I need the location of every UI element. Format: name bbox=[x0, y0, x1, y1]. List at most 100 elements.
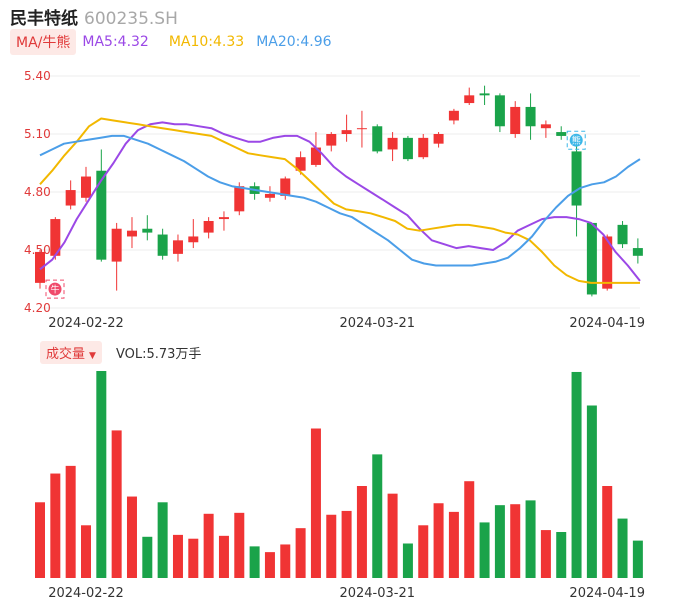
candle-body bbox=[525, 106, 536, 127]
volume-bar bbox=[387, 493, 398, 578]
volume-bar bbox=[540, 530, 551, 578]
volume-bar bbox=[172, 534, 183, 578]
volume-bar bbox=[157, 502, 168, 578]
volume-bar bbox=[218, 535, 229, 578]
volume-bar bbox=[203, 513, 214, 578]
ma10-line bbox=[39, 117, 640, 284]
marker-label: 牛 bbox=[50, 284, 59, 296]
signal-marker: 熊 bbox=[566, 130, 586, 150]
volume-bar bbox=[510, 504, 521, 578]
volume-bar bbox=[341, 510, 352, 578]
ma-toggle-button[interactable]: MA/牛熊 bbox=[10, 29, 77, 55]
volume-bar bbox=[96, 371, 107, 578]
candle-body bbox=[617, 224, 628, 245]
candles bbox=[35, 85, 643, 297]
candle-body bbox=[80, 176, 91, 198]
volume-bar bbox=[464, 481, 475, 578]
volume-legend: 成交量 ▼ VOL:5.73万手 bbox=[40, 340, 202, 364]
volume-bar bbox=[433, 503, 444, 578]
ma20-line bbox=[39, 134, 641, 267]
candle-body bbox=[50, 219, 61, 256]
ma10-legend: MA10:4.33 bbox=[168, 34, 245, 50]
candle-body bbox=[479, 93, 490, 96]
volume-x-axis-ticks: 2024-02-22 2024-03-21 2024-04-19 bbox=[48, 586, 645, 601]
marker-dot bbox=[569, 133, 583, 147]
candle-body bbox=[65, 190, 76, 206]
stock-title: 民丰特纸 600235.SH bbox=[10, 4, 178, 29]
volume-toggle-label: 成交量 bbox=[46, 346, 86, 362]
candle-body bbox=[142, 228, 153, 233]
ma-legend: MA/牛熊 MA5:4.32 MA10:4.33 MA20:4.96 bbox=[10, 29, 332, 55]
volume-bar bbox=[35, 502, 45, 578]
volume-bar bbox=[280, 544, 291, 578]
candle-body bbox=[356, 128, 367, 130]
volume-bar bbox=[126, 496, 137, 578]
volume-bar bbox=[249, 546, 260, 578]
volume-toggle-button[interactable]: 成交量 ▼ bbox=[40, 340, 102, 364]
x-tick-label: 2024-02-22 bbox=[48, 586, 124, 601]
marker-dot bbox=[48, 282, 62, 296]
volume-bar bbox=[418, 525, 429, 578]
candle-body bbox=[632, 248, 643, 256]
x-tick-label: 2024-04-19 bbox=[569, 316, 645, 330]
candle-body bbox=[494, 95, 505, 127]
volume-bar bbox=[264, 552, 275, 578]
candle-body bbox=[402, 137, 413, 160]
candle-body bbox=[510, 106, 521, 134]
price-chart: 5.40 5.10 4.80 4.50 4.20 2024-02-22 2024-03-2… bbox=[24, 69, 645, 330]
stock-code: 600235.SH bbox=[84, 9, 178, 29]
ma5-legend: MA5:4.32 bbox=[82, 34, 149, 50]
candle-body bbox=[433, 134, 444, 144]
dropdown-triangle-icon: ▼ bbox=[89, 350, 96, 361]
volume-bar bbox=[617, 518, 628, 578]
volume-bar bbox=[50, 473, 61, 578]
x-tick-label: 2024-04-19 bbox=[569, 586, 645, 601]
candle-body bbox=[372, 126, 383, 152]
y-tick-label: 4.50 bbox=[24, 243, 51, 257]
candle-body bbox=[157, 234, 168, 256]
candle-body bbox=[418, 137, 429, 158]
volume-bar bbox=[448, 511, 459, 578]
candle-body bbox=[540, 124, 551, 129]
y-tick-label: 4.80 bbox=[24, 185, 51, 199]
volume-bar bbox=[479, 522, 490, 578]
volume-bars bbox=[35, 371, 643, 578]
candle-body bbox=[35, 251, 45, 283]
signal-marker: 牛 bbox=[45, 279, 65, 299]
volume-bar bbox=[402, 543, 413, 578]
candle-body bbox=[172, 240, 183, 254]
candle-body bbox=[310, 147, 321, 165]
volume-bar bbox=[80, 525, 91, 578]
y-tick-label: 4.20 bbox=[24, 301, 51, 315]
signal-markers: 牛熊 bbox=[45, 130, 586, 299]
candle-body bbox=[586, 222, 597, 295]
moving-average-lines bbox=[39, 117, 641, 284]
candle-body bbox=[602, 236, 613, 289]
stock-name: 民丰特纸 bbox=[10, 9, 78, 29]
candle-body bbox=[326, 134, 337, 146]
volume-bar bbox=[65, 465, 76, 578]
x-tick-label: 2024-03-21 bbox=[339, 586, 415, 601]
marker-frame bbox=[566, 130, 586, 150]
candle-body bbox=[188, 236, 199, 243]
candle-body bbox=[218, 217, 229, 220]
x-tick-label: 2024-02-22 bbox=[48, 316, 124, 330]
x-tick-label: 2024-03-21 bbox=[339, 316, 415, 330]
candle-body bbox=[126, 230, 137, 237]
price-grid bbox=[40, 75, 640, 309]
y-tick-label: 5.40 bbox=[24, 69, 51, 83]
volume-bar bbox=[556, 532, 567, 578]
volume-bar bbox=[602, 486, 613, 578]
volume-bar bbox=[295, 528, 306, 578]
volume-value: VOL:5.73万手 bbox=[115, 346, 202, 362]
marker-frame bbox=[45, 279, 65, 299]
volume-bar bbox=[525, 500, 536, 578]
candle-body bbox=[203, 221, 214, 233]
candle-body bbox=[571, 151, 582, 206]
volume-bar bbox=[142, 536, 153, 578]
volume-bar bbox=[494, 505, 505, 578]
volume-bar bbox=[234, 512, 245, 578]
volume-bar bbox=[571, 371, 582, 578]
volume-bar bbox=[310, 428, 321, 578]
